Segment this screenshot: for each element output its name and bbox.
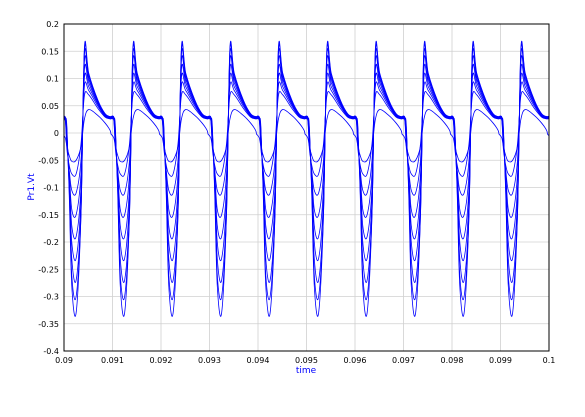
- series-line-4: [63, 55, 550, 262]
- y-tick-label: -0.4: [43, 347, 59, 356]
- plot-frame: [63, 23, 550, 352]
- series-line-9: [63, 109, 550, 163]
- y-tick-label: -0.05: [38, 156, 59, 165]
- series-line-6: [63, 72, 549, 218]
- y-tick-label: 0.15: [41, 47, 59, 56]
- series-line-8: [63, 91, 549, 177]
- x-tick-label: 0.098: [441, 356, 464, 365]
- y-tick-label: -0.3: [43, 293, 59, 302]
- x-tick-label: 0.095: [295, 356, 318, 365]
- y-tick-label: -0.25: [38, 265, 59, 274]
- x-tick-label: 0.094: [247, 356, 270, 365]
- x-tick-label: 0.1: [543, 356, 556, 365]
- x-tick-label: 0.097: [392, 356, 415, 365]
- y-tick-label: -0.1: [43, 184, 59, 193]
- y-tick-label: 0.2: [46, 20, 59, 29]
- x-tick-label: 0.091: [101, 356, 124, 365]
- x-tick-label: 0.09: [55, 356, 73, 365]
- series-line-7: [63, 81, 549, 196]
- y-tick-label: 0.1: [46, 75, 59, 84]
- x-tick-label: 0.099: [489, 356, 512, 365]
- x-axis-label: time: [296, 366, 317, 376]
- series-line-2: [63, 43, 550, 301]
- y-tick-label: 0: [54, 129, 59, 138]
- x-tick-label: 0.092: [150, 356, 173, 365]
- y-tick-label: -0.35: [38, 320, 59, 329]
- series-line-5: [63, 63, 549, 240]
- tick-labels: 0.09 0.091 0.092 0.093 0.094 0.095 0.096 0.097 0…: [38, 20, 555, 365]
- y-tick-label: -0.2: [43, 238, 59, 247]
- y-axis-label: Pr1.Vt: [27, 173, 37, 201]
- x-tick-label: 0.093: [198, 356, 221, 365]
- y-tick-label: 0.05: [41, 102, 59, 111]
- x-tick-label: 0.096: [344, 356, 367, 365]
- y-tick-label: -0.15: [38, 211, 59, 220]
- series-group: [63, 40, 550, 317]
